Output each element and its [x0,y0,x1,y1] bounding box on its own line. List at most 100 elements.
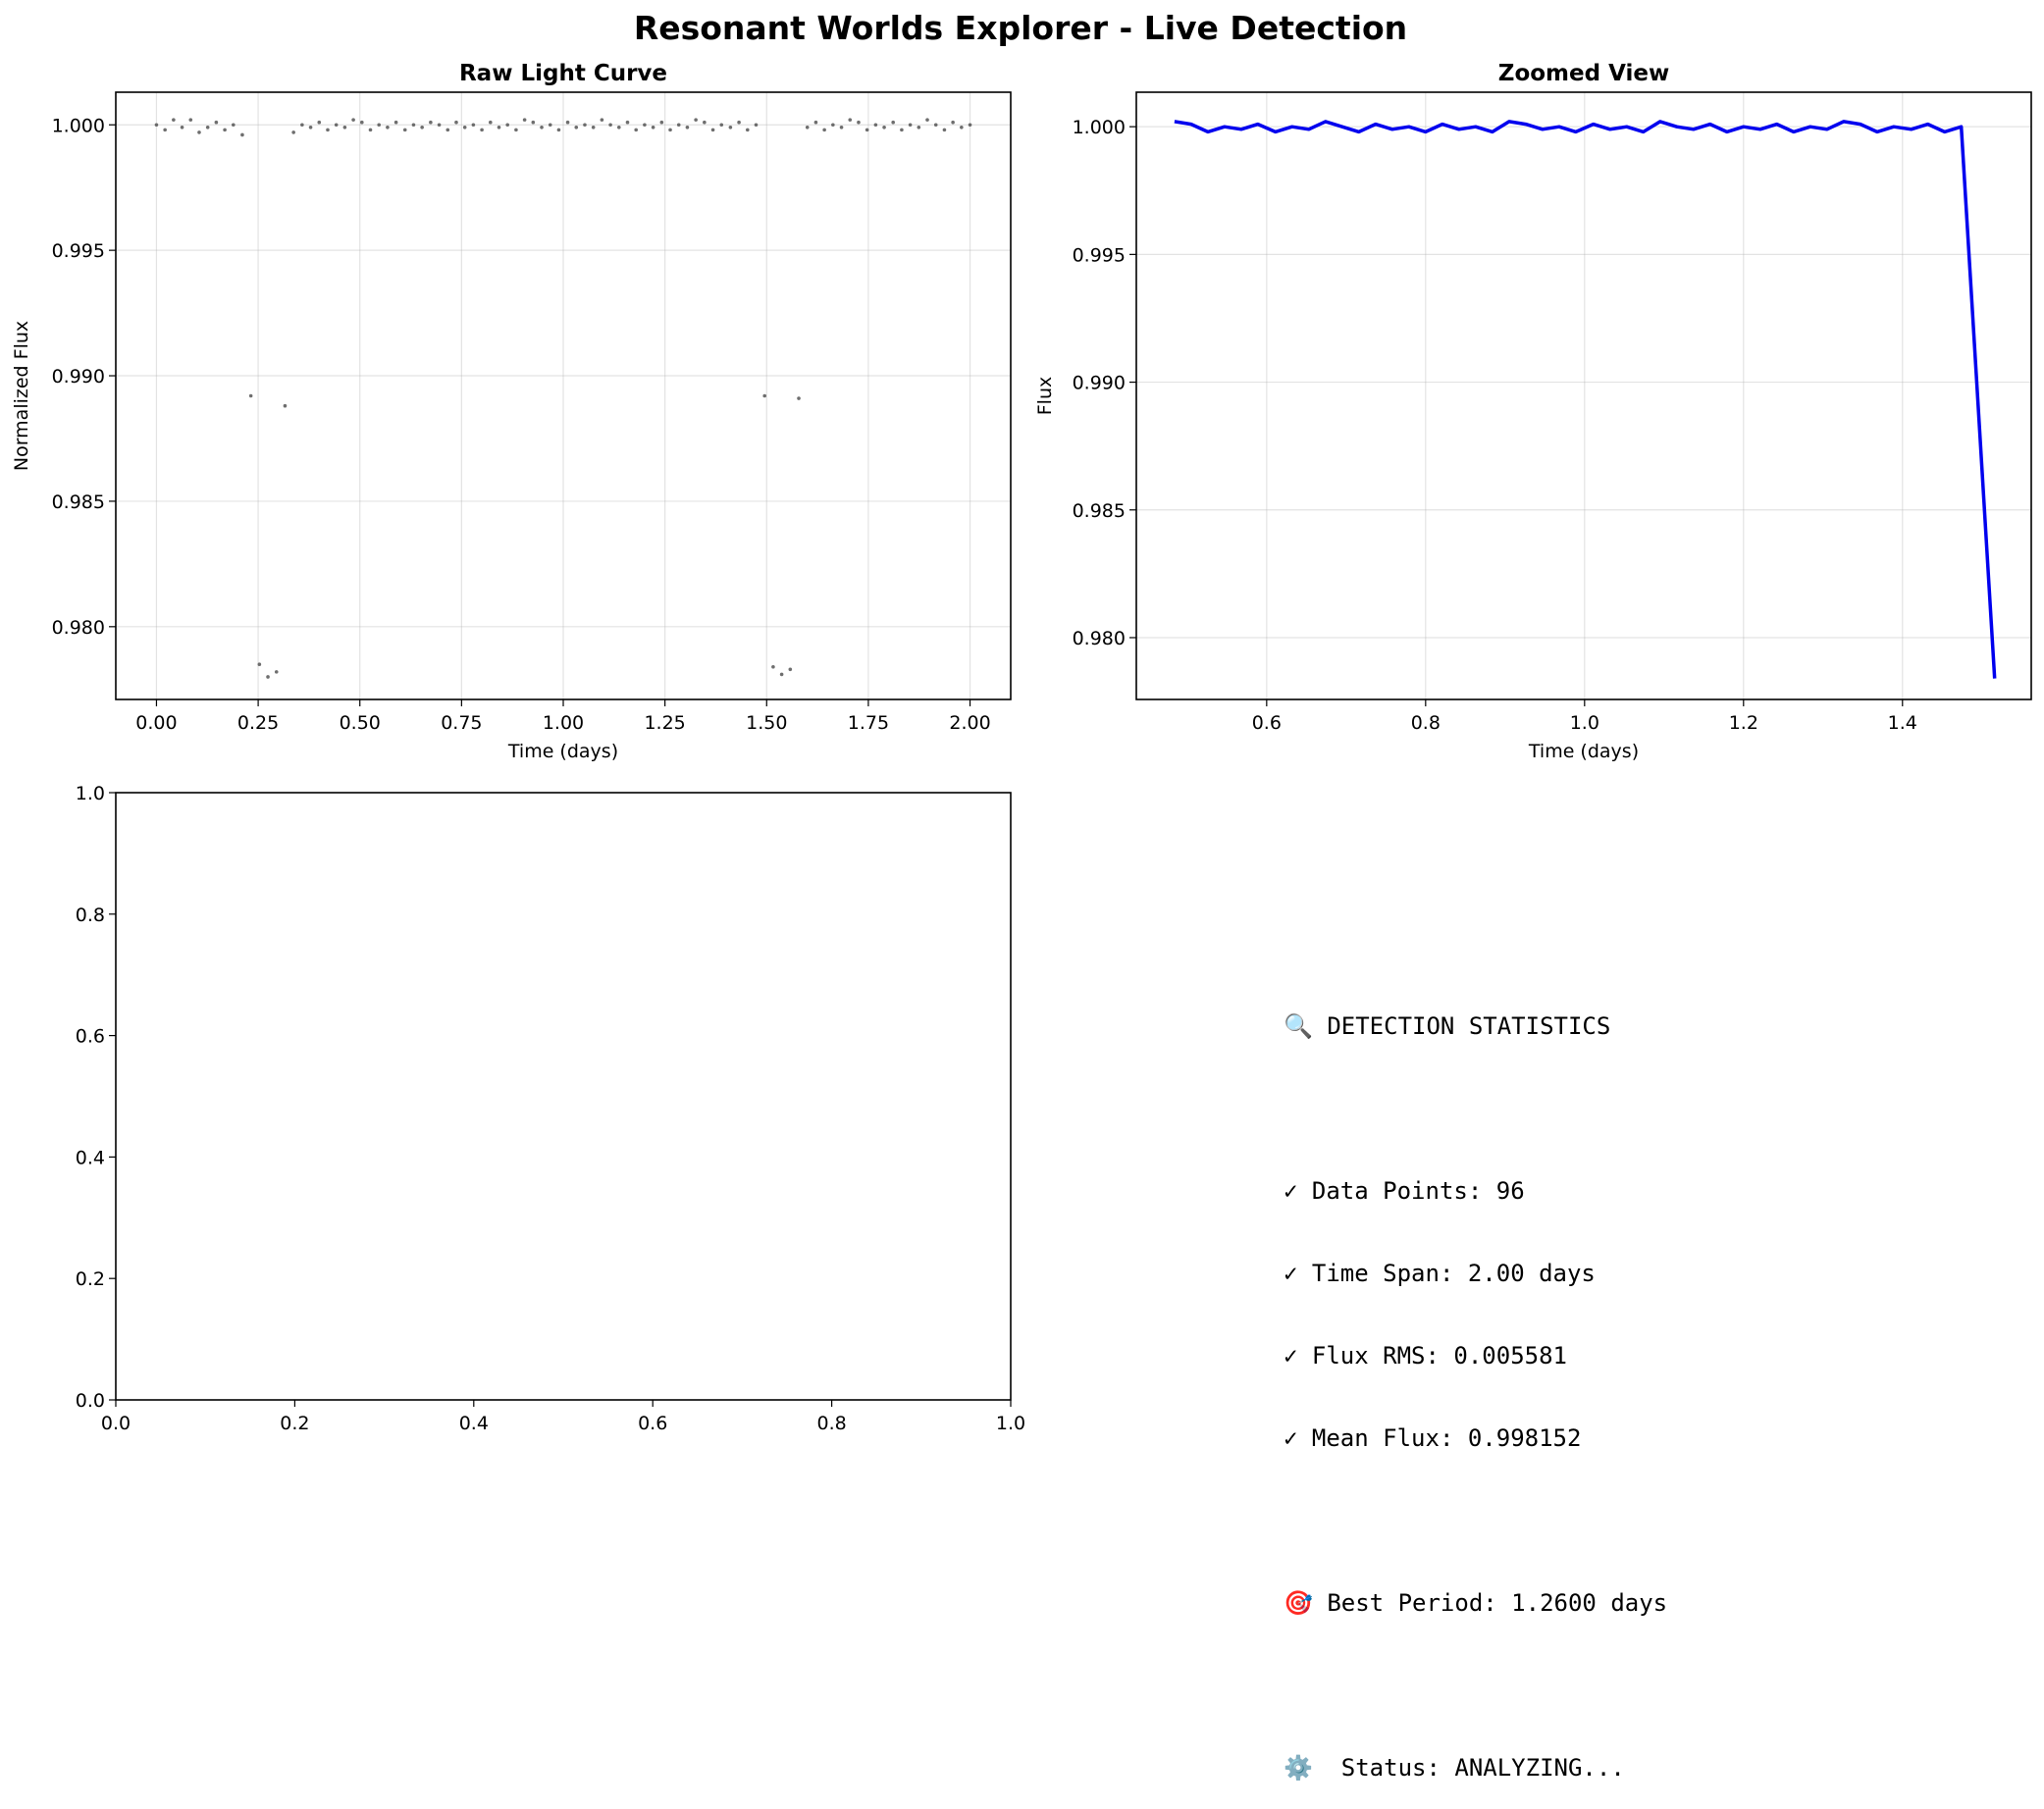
x-tick-label: 0.50 [340,712,381,734]
data-point [685,126,690,129]
data-point [402,128,407,132]
y-tick-label: 1.000 [52,115,105,136]
data-point [616,126,621,129]
y-tick-label: 0.980 [52,617,105,639]
data-point [728,126,733,129]
data-point [968,123,972,128]
data-point [172,118,176,122]
data-point [651,126,655,129]
data-point [676,123,681,128]
data-point [308,126,313,129]
x-tick-label: 0.25 [237,712,279,734]
x-tick-label: 0.00 [135,712,177,734]
data-point [805,126,810,129]
data-point [283,403,288,408]
y-tick-label: 0.8 [76,904,105,926]
data-point [531,120,536,125]
data-point [900,128,904,132]
data-point [634,128,639,132]
data-point [942,128,947,132]
data-point [703,120,707,125]
x-tick-label: 2.00 [949,712,990,734]
data-point [334,123,339,128]
data-point [386,126,390,129]
data-point [813,120,818,125]
data-point [540,126,544,129]
y-tick-label: 1.000 [1073,117,1126,138]
data-point [522,118,527,122]
data-point [865,128,869,132]
data-point [411,123,416,128]
data-point [951,120,955,125]
x-tick-label: 1.50 [746,712,787,734]
data-point [643,123,647,128]
data-point [771,664,775,669]
x-tick-label: 1.25 [644,712,685,734]
data-point [857,120,861,125]
data-point [163,128,167,132]
data-point [257,662,262,666]
data-point [471,123,476,128]
data-point [274,670,279,674]
data-point [300,123,304,128]
panel-title: Raw Light Curve [459,61,667,86]
figure-canvas: Resonant Worlds Explorer - Live Detectio… [11,9,2032,1434]
data-point [205,126,210,129]
data-point [719,123,724,128]
stats-best-period: 🎯 Best Period: 1.2600 days [1284,1589,1668,1617]
x-tick-label: 1.00 [543,712,584,734]
x-tick-label: 1.2 [1729,712,1758,734]
data-point [505,123,510,128]
data-point [737,120,741,125]
data-point [762,393,766,398]
data-point [556,128,561,132]
x-tick-label: 0.2 [280,1413,309,1434]
data-point [454,120,458,125]
data-point [360,120,364,125]
data-point [342,126,347,129]
stats-time-span: ✓ Time Span: 2.00 days [1284,1260,1596,1287]
data-point [710,128,715,132]
data-point [925,118,929,122]
data-point [788,667,793,672]
x-tick-label: 1.4 [1888,712,1917,734]
x-axis-label: Time (days) [1528,741,1639,762]
data-point [583,123,587,128]
data-point [197,130,201,134]
data-point [429,120,433,125]
data-point [223,128,227,132]
data-point [933,123,938,128]
y-tick-label: 0.2 [76,1268,105,1290]
x-tick-label: 1.75 [848,712,889,734]
data-point [514,128,518,132]
data-point [188,118,193,122]
data-point [240,132,244,137]
y-tick-label: 1.0 [76,783,105,804]
x-tick-label: 0.6 [1252,712,1282,734]
data-point [497,126,501,129]
y-tick-label: 0.995 [1073,244,1126,266]
y-tick-label: 0.990 [1073,373,1126,394]
data-point [831,123,835,128]
data-point [822,128,826,132]
data-point [608,123,612,128]
x-tick-label: 0.0 [101,1413,131,1434]
data-point [600,118,604,122]
stats-data-points: ✓ Data Points: 96 [1284,1177,1525,1205]
data-point [445,128,450,132]
data-point [694,118,698,122]
y-tick-label: 0.4 [76,1147,105,1168]
y-axis-label: Normalized Flux [11,321,32,471]
x-tick-label: 1.0 [1570,712,1599,734]
zoomed-view-panel: 0.6 0.8 1.0 1.2 1.4 0.980 0.985 0.990 0.995 1.000… [1034,61,2032,762]
data-point [480,128,484,132]
data-point [154,123,159,128]
data-point [591,126,596,129]
data-point [565,120,570,125]
data-point [393,120,398,125]
data-point [797,396,801,400]
data-point [232,123,236,128]
y-tick-label: 0.0 [76,1390,105,1412]
data-point [248,393,253,398]
data-point [266,675,270,679]
